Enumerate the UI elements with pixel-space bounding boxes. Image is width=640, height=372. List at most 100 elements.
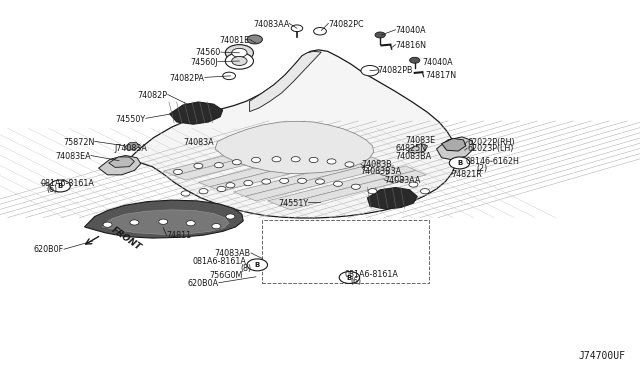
Text: J74083A: J74083A (115, 144, 147, 153)
Circle shape (226, 214, 235, 219)
Circle shape (181, 191, 190, 196)
Circle shape (217, 186, 226, 192)
Circle shape (173, 169, 182, 174)
Polygon shape (84, 200, 243, 238)
Circle shape (361, 65, 379, 76)
Polygon shape (198, 147, 348, 187)
Text: 62022P(RH): 62022P(RH) (467, 138, 515, 147)
Text: 74040A: 74040A (422, 58, 453, 67)
Text: 74083E: 74083E (406, 136, 436, 145)
Circle shape (339, 272, 360, 283)
Text: 08146-6162H: 08146-6162H (466, 157, 520, 166)
Polygon shape (128, 50, 457, 218)
Text: 74083AA: 74083AA (384, 176, 420, 185)
Text: 74550Y: 74550Y (116, 115, 146, 124)
Circle shape (280, 178, 289, 183)
Text: FRONT: FRONT (110, 225, 143, 252)
Circle shape (410, 57, 420, 63)
Circle shape (298, 178, 307, 183)
Text: 081A6-8161A: 081A6-8161A (41, 179, 95, 188)
Circle shape (368, 189, 377, 194)
Text: 74083B3A: 74083B3A (360, 167, 401, 176)
Polygon shape (408, 144, 428, 153)
Circle shape (232, 57, 247, 65)
Text: 74040A: 74040A (396, 26, 426, 35)
Text: 74816N: 74816N (396, 41, 426, 50)
Text: (6): (6) (46, 185, 57, 194)
Text: 081A6-8161A: 081A6-8161A (193, 257, 246, 266)
Circle shape (244, 180, 253, 186)
Text: 74082PA: 74082PA (170, 74, 205, 83)
Polygon shape (215, 121, 374, 173)
Circle shape (309, 157, 318, 163)
Text: 74082PB: 74082PB (378, 66, 413, 75)
Circle shape (291, 157, 300, 162)
Polygon shape (279, 170, 426, 210)
Polygon shape (109, 157, 134, 167)
Text: 74082PC: 74082PC (328, 20, 364, 29)
Polygon shape (99, 155, 141, 175)
Polygon shape (125, 142, 140, 150)
Polygon shape (250, 51, 321, 112)
Text: 74560J: 74560J (190, 58, 218, 67)
Text: 620B0A: 620B0A (188, 279, 219, 288)
Circle shape (345, 162, 354, 167)
Text: B: B (457, 160, 462, 166)
Circle shape (395, 176, 404, 181)
Text: 74811: 74811 (166, 231, 191, 240)
Text: 74083AB: 74083AB (215, 249, 251, 258)
Polygon shape (234, 157, 383, 196)
Text: 74082P: 74082P (138, 91, 168, 100)
Bar (262, 220, 429, 283)
Text: 74083EA: 74083EA (55, 152, 91, 161)
Polygon shape (367, 187, 417, 209)
Circle shape (380, 170, 388, 175)
Text: 620B0F: 620B0F (34, 246, 64, 254)
Text: 74081E: 74081E (220, 36, 250, 45)
Circle shape (272, 157, 281, 162)
Text: 74560: 74560 (196, 48, 221, 57)
Text: 081A6-8161A: 081A6-8161A (344, 270, 398, 279)
Polygon shape (436, 137, 474, 160)
Text: 74083BA: 74083BA (396, 152, 431, 161)
Circle shape (50, 180, 70, 192)
Circle shape (194, 163, 203, 169)
Polygon shape (245, 161, 394, 201)
Text: 62023P(LH): 62023P(LH) (467, 144, 513, 153)
Polygon shape (210, 152, 360, 191)
Circle shape (409, 182, 418, 187)
Circle shape (363, 166, 372, 171)
Polygon shape (163, 136, 312, 176)
Circle shape (159, 219, 168, 224)
Circle shape (247, 259, 268, 271)
Text: B: B (255, 262, 260, 268)
Polygon shape (442, 138, 466, 151)
Text: 74821R: 74821R (452, 170, 483, 179)
Circle shape (316, 179, 324, 184)
Text: 74817N: 74817N (426, 71, 457, 80)
Circle shape (199, 189, 208, 194)
Circle shape (226, 183, 235, 188)
Circle shape (186, 221, 195, 226)
Polygon shape (268, 166, 416, 205)
Polygon shape (174, 141, 324, 180)
Text: B: B (58, 183, 63, 189)
Text: 64825N: 64825N (396, 144, 427, 153)
Text: (8): (8) (241, 264, 252, 273)
Circle shape (214, 163, 223, 168)
Text: (6): (6) (351, 277, 362, 286)
Text: B: B (347, 275, 352, 280)
Circle shape (351, 184, 360, 189)
Circle shape (314, 28, 326, 35)
Circle shape (232, 48, 247, 57)
Circle shape (103, 222, 112, 227)
Circle shape (291, 25, 303, 32)
Text: J74700UF: J74700UF (579, 351, 626, 361)
Circle shape (375, 32, 385, 38)
Circle shape (225, 53, 253, 69)
Circle shape (247, 35, 262, 44)
Text: 75872N: 75872N (63, 138, 95, 147)
Text: (2): (2) (476, 164, 488, 173)
Circle shape (327, 159, 336, 164)
Circle shape (225, 45, 253, 61)
